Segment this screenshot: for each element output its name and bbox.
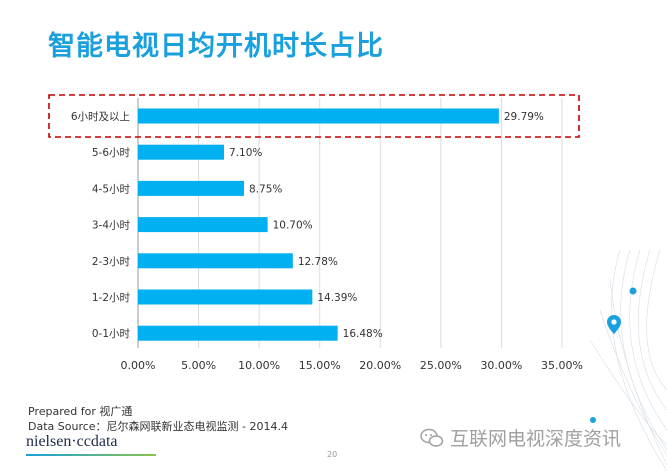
- category-label: 1-2小时: [92, 292, 131, 304]
- nielsen-ccdata-logo: nielsen·ccdata: [26, 433, 118, 450]
- x-tick-label: 5.00%: [181, 359, 216, 372]
- page-number: 20: [327, 450, 338, 459]
- prepared-for-text: Prepared for 视广通: [28, 405, 133, 418]
- bar: [138, 289, 313, 305]
- location-pin-icon: [607, 315, 621, 334]
- value-label: 12.78%: [298, 256, 338, 268]
- category-label: 5-6小时: [92, 147, 131, 159]
- bar: [138, 253, 293, 269]
- x-tick-label: 15.00%: [299, 359, 341, 372]
- watermark-text: 互联网电视深度资讯: [450, 428, 622, 450]
- category-label: 6小时及以上: [71, 111, 130, 123]
- bar: [138, 108, 499, 124]
- data-source-text: Data Source：尼尔森网联新业态电视监测 - 2014.4: [28, 420, 288, 433]
- x-tick-label: 30.00%: [480, 359, 522, 372]
- category-label: 3-4小时: [92, 220, 131, 232]
- bar: [138, 144, 225, 160]
- x-tick-label: 10.00%: [238, 359, 280, 372]
- logo-underline: [26, 454, 156, 456]
- x-tick-label: 20.00%: [359, 359, 401, 372]
- decor-dot-icon: [629, 287, 637, 295]
- category-label: 4-5小时: [92, 183, 131, 195]
- bar-chart: 0.00% 5.00% 10.00% 15.00% 20.00% 25.00% 30.00%…: [48, 94, 583, 372]
- value-label: 29.79%: [504, 111, 544, 123]
- bar: [138, 217, 268, 233]
- bar: [138, 325, 338, 341]
- category-label: 0-1小时: [92, 328, 131, 340]
- wechat-icon: [420, 428, 444, 447]
- value-label: 10.70%: [273, 220, 313, 232]
- decorative-graphic: [589, 250, 667, 471]
- x-tick-label: 25.00%: [420, 359, 462, 372]
- x-tick-label: 0.00%: [121, 359, 156, 372]
- value-label: 16.48%: [343, 328, 383, 340]
- highlight-box: [48, 94, 580, 138]
- page-title: 智能电视日均开机时长占比: [48, 31, 384, 62]
- value-label: 14.39%: [317, 292, 357, 304]
- decor-dot-icon: [590, 417, 596, 423]
- bar: [138, 180, 244, 196]
- x-tick-label: 35.00%: [541, 359, 583, 372]
- value-label: 8.75%: [249, 183, 282, 195]
- category-label: 2-3小时: [92, 256, 131, 268]
- value-label: 7.10%: [229, 147, 262, 159]
- wechat-watermark: 互联网电视深度资讯: [420, 424, 621, 451]
